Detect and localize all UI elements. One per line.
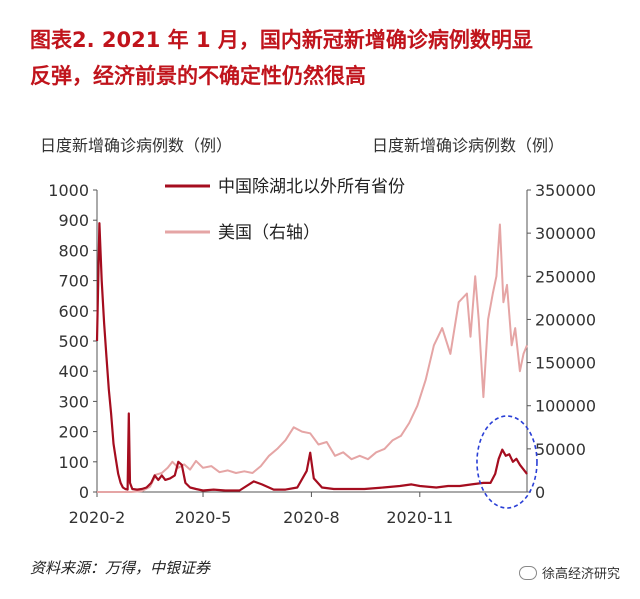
- chart-title: 图表2. 2021 年 1 月，国内新冠新增确诊病例数明显 反弹，经济前景的不确…: [30, 22, 630, 94]
- wechat-icon: [518, 566, 537, 580]
- left-y-tick-label: 200: [58, 423, 89, 442]
- chart-title-line1: 图表2. 2021 年 1 月，国内新冠新增确诊病例数明显: [30, 28, 533, 52]
- left-y-tick-label: 600: [58, 302, 89, 321]
- right-y-tick-label: 100000: [535, 397, 596, 416]
- left-y-tick-label: 300: [58, 392, 89, 411]
- right-y-tick-label: 150000: [535, 354, 596, 373]
- series-line-us: [97, 223, 528, 493]
- x-tick-label: 2020-8: [283, 508, 340, 527]
- left-y-tick-label: 500: [58, 332, 89, 351]
- series-line-china-ex-hubei: [95, 222, 528, 492]
- right-y-tick-label: 350000: [535, 181, 596, 200]
- left-y-tick-label: 1000: [48, 181, 89, 200]
- left-y-tick-label: 400: [58, 362, 89, 381]
- x-tick-label: 2020-11: [386, 508, 453, 527]
- legend-label-china-ex-hubei: 中国除湖北以外所有省份: [218, 177, 405, 197]
- right-axis-title: 日度新增确诊病例数（例）: [372, 136, 565, 155]
- brand-watermark: 徐高经济研究: [518, 563, 620, 582]
- right-y-tick-label: 300000: [535, 224, 596, 243]
- left-y-tick-label: 100: [58, 453, 89, 472]
- x-tick-label: 2020-2: [69, 508, 126, 527]
- legend-label-us: 美国（右轴）: [218, 223, 320, 243]
- right-y-tick-label: 50000: [535, 440, 586, 459]
- left-y-tick-label: 0: [79, 483, 89, 502]
- source-note: 资料来源：万得，中银证券: [30, 559, 211, 577]
- left-y-tick-label: 700: [58, 272, 89, 291]
- brand-name: 徐高经济研究: [541, 567, 620, 582]
- right-y-tick-label: 0: [535, 483, 545, 502]
- left-y-tick-label: 800: [58, 241, 89, 260]
- highlight-ellipse: [476, 415, 538, 509]
- x-tick-label: 2020-5: [175, 508, 232, 527]
- right-y-tick-label: 200000: [535, 310, 596, 329]
- right-y-tick-label: 250000: [535, 267, 596, 286]
- left-y-tick-label: 900: [58, 211, 89, 230]
- left-axis-title: 日度新增确诊病例数（例）: [40, 136, 233, 155]
- chart-title-line2: 反弹，经济前景的不确定性仍然很高: [30, 64, 366, 88]
